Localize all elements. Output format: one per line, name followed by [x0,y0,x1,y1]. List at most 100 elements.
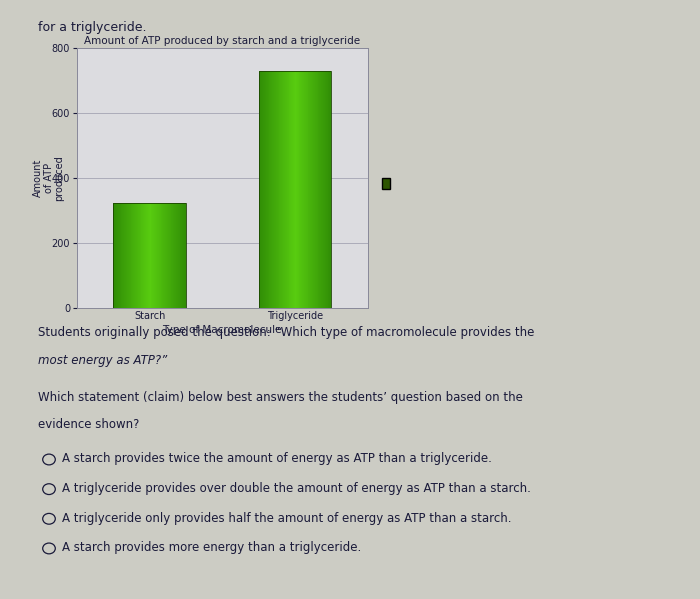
Bar [261,71,262,308]
Bar [318,71,319,308]
Text: Which statement (claim) below best answers the students’ question based on the: Which statement (claim) below best answe… [38,391,524,404]
Bar [131,202,132,308]
Bar [262,71,263,308]
Bar [116,202,117,308]
Bar [264,71,265,308]
Text: A triglyceride only provides half the amount of energy as ATP than a starch.: A triglyceride only provides half the am… [62,512,511,525]
Bar [298,71,300,308]
Bar [272,71,273,308]
Bar [113,202,186,308]
Bar [157,202,158,308]
Bar [294,71,295,308]
Bar [302,71,303,308]
Bar [167,202,168,308]
Bar [321,71,322,308]
Bar [316,71,318,308]
Bar [124,202,125,308]
Bar [263,71,264,308]
Text: A starch provides more energy than a triglyceride.: A starch provides more energy than a tri… [62,541,361,554]
Bar [295,71,296,308]
Bar [120,202,122,308]
Bar [117,202,118,308]
Bar [180,202,181,308]
Bar [270,71,272,308]
Bar [181,202,182,308]
Bar [309,71,310,308]
Bar [283,71,284,308]
Text: evidence shown?: evidence shown? [38,418,140,431]
Bar [123,202,124,308]
Bar [327,71,328,308]
Bar [119,202,120,308]
Bar [127,202,128,308]
Bar [289,71,290,308]
Bar [166,202,167,308]
Bar [300,71,301,308]
Bar [285,71,286,308]
Bar [305,71,306,308]
Bar [265,71,266,308]
Bar [291,71,292,308]
Bar [260,71,261,308]
Bar [134,202,135,308]
Bar [115,202,116,308]
Bar [286,71,287,308]
Bar [159,202,160,308]
X-axis label: Type of Macromolecule: Type of Macromolecule [162,325,282,335]
Bar [326,71,327,308]
Bar [325,71,326,308]
Bar [314,71,315,308]
Bar [153,202,154,308]
Bar [297,71,298,308]
Bar [145,202,146,308]
Bar [290,71,291,308]
Bar [141,202,142,308]
Bar [163,202,164,308]
Bar [164,202,165,308]
Bar [282,71,283,308]
Bar [150,202,151,308]
Bar [114,202,115,308]
Bar [322,71,323,308]
Bar [183,202,184,308]
Bar [113,202,114,308]
Bar [258,71,331,308]
Bar [135,202,136,308]
Bar [293,71,294,308]
Bar [156,202,157,308]
Bar [279,71,280,308]
Bar [276,71,278,308]
Bar [287,71,288,308]
Bar [315,71,316,308]
Bar [284,71,285,308]
Bar [269,71,270,308]
Bar [330,71,331,308]
Bar [168,202,169,308]
Bar [184,202,185,308]
Bar [160,202,162,308]
Bar [266,71,267,308]
Bar [125,202,126,308]
Bar [267,71,269,308]
Bar [126,202,127,308]
Bar [148,202,150,308]
Bar [147,202,148,308]
Text: most energy as ATP?”: most energy as ATP?” [38,355,168,367]
Bar [155,202,156,308]
Bar [292,71,293,308]
Bar [182,202,183,308]
Text: A starch provides twice the amount of energy as ATP than a triglyceride.: A starch provides twice the amount of en… [62,452,491,465]
Bar [176,202,177,308]
Bar [137,202,138,308]
Bar [138,202,139,308]
Bar [313,71,314,308]
Bar [312,71,313,308]
Bar [281,71,282,308]
Bar [132,202,133,308]
Text: A triglyceride provides over double the amount of energy as ATP than a starch.: A triglyceride provides over double the … [62,482,531,495]
Bar [301,71,302,308]
Bar [165,202,166,308]
Bar [139,202,141,308]
Bar [296,71,297,308]
Bar [278,71,279,308]
